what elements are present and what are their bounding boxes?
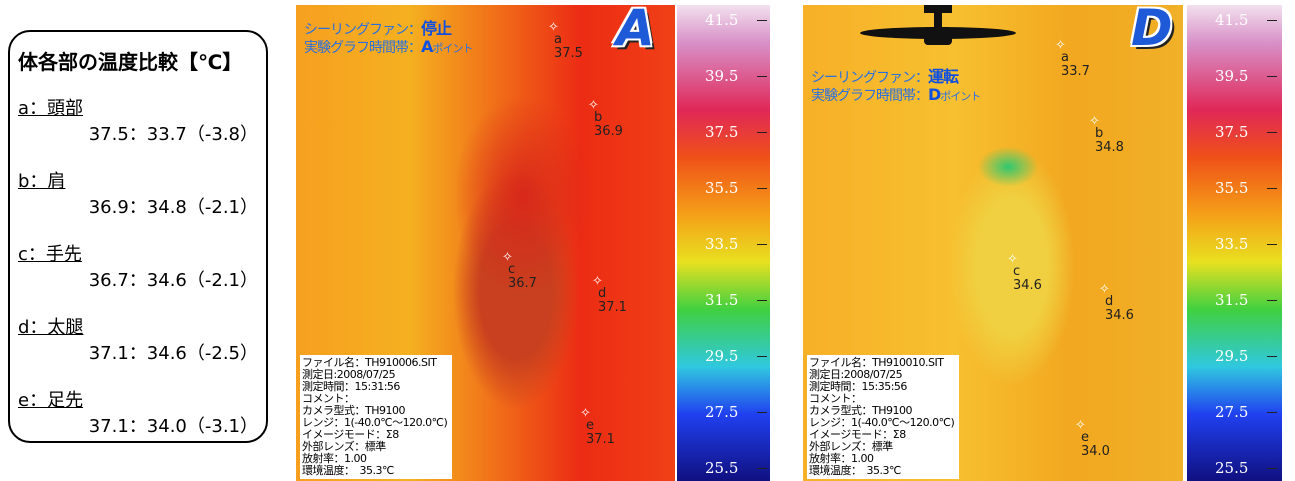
scale-tick bbox=[757, 468, 767, 469]
row-values: 37.1：34.6（-2.5） bbox=[89, 339, 258, 365]
point-value: 36.7 bbox=[508, 277, 537, 290]
period-point: D bbox=[928, 85, 940, 104]
scale-label: 39.5 bbox=[1215, 67, 1248, 85]
point-letter: e bbox=[586, 419, 594, 432]
panel-letter: A bbox=[616, 5, 655, 57]
scale-label: 35.5 bbox=[1215, 179, 1248, 197]
scale-tick bbox=[757, 244, 767, 245]
period-point: A bbox=[421, 37, 432, 56]
period-suffix: ポイント bbox=[940, 90, 980, 103]
scale-tick bbox=[757, 132, 767, 133]
scale-label: 29.5 bbox=[705, 347, 738, 365]
fan-label: シーリングファン： bbox=[304, 22, 421, 38]
scale-tick bbox=[1267, 20, 1277, 21]
scale-tick bbox=[1267, 468, 1277, 469]
point-letter: d bbox=[598, 287, 606, 300]
period-label: 実験グラフ時間帯： bbox=[811, 88, 928, 104]
info-line: 環境温度： 35.3℃ bbox=[809, 465, 957, 477]
scale-label: 31.5 bbox=[705, 291, 738, 309]
scale-tick bbox=[757, 76, 767, 77]
scale-label: 25.5 bbox=[1215, 459, 1248, 477]
point-value: 34.6 bbox=[1105, 309, 1134, 322]
point-value: 37.1 bbox=[598, 301, 627, 314]
scale-tick bbox=[1267, 300, 1277, 301]
row-values: 36.7：34.6（-2.1） bbox=[89, 266, 258, 292]
scale-label: 35.5 bbox=[705, 179, 738, 197]
point-value: 34.0 bbox=[1081, 445, 1110, 458]
point-value: 33.7 bbox=[1061, 65, 1090, 78]
row-values: 36.9：34.8（-2.1） bbox=[89, 193, 258, 219]
scale-tick bbox=[757, 412, 767, 413]
scale-label: 31.5 bbox=[1215, 291, 1248, 309]
row-values: 37.5：33.7（-3.8） bbox=[89, 120, 258, 146]
point-letter: a bbox=[554, 33, 562, 46]
scale-label: 39.5 bbox=[705, 67, 738, 85]
ceiling-fan-icon bbox=[858, 5, 1018, 50]
fan-status: 運転 bbox=[928, 67, 958, 86]
period-suffix: ポイント bbox=[432, 42, 472, 55]
point-value: 37.5 bbox=[554, 47, 583, 60]
scale-label: 41.5 bbox=[705, 11, 738, 29]
scale-label: 33.5 bbox=[705, 235, 738, 253]
row-label: e：足先 bbox=[18, 386, 83, 412]
period-label: 実験グラフ時間帯： bbox=[304, 40, 421, 56]
point-letter: b bbox=[1095, 127, 1103, 140]
scale-label: 37.5 bbox=[1215, 123, 1248, 141]
point-letter: a bbox=[1061, 51, 1069, 64]
point-value: 36.9 bbox=[594, 125, 623, 138]
scale-tick bbox=[757, 188, 767, 189]
scale-tick bbox=[1267, 412, 1277, 413]
fan-status-line: シーリングファン：運転 bbox=[811, 63, 958, 87]
scale-tick bbox=[757, 300, 767, 301]
scale-tick bbox=[1267, 76, 1277, 77]
fan-label: シーリングファン： bbox=[811, 70, 928, 86]
fan-status-line: シーリングファン：停止 bbox=[304, 15, 451, 39]
scale-tick bbox=[1267, 132, 1277, 133]
row-label: c：手先 bbox=[18, 240, 82, 266]
point-value: 34.8 bbox=[1095, 141, 1124, 154]
period-line: 実験グラフ時間帯：Aポイント bbox=[304, 37, 472, 57]
period-line: 実験グラフ時間帯：Dポイント bbox=[811, 85, 980, 105]
row-values: 37.1：34.0（-3.1） bbox=[89, 412, 258, 438]
fan-status: 停止 bbox=[421, 19, 451, 38]
color-scale: 41.5 39.5 37.5 35.5 33.5 31.5 29.5 27.5 25.5 bbox=[1187, 5, 1282, 481]
scale-tick bbox=[757, 356, 767, 357]
scale-label: 37.5 bbox=[705, 123, 738, 141]
scale-label: 29.5 bbox=[1215, 347, 1248, 365]
row-label: b：肩 bbox=[18, 167, 65, 193]
info-line: 環境温度： 35.3℃ bbox=[302, 465, 450, 477]
scale-tick bbox=[1267, 244, 1277, 245]
point-letter: c bbox=[508, 263, 515, 276]
page: シーリングファン：運転実験グラフ時間帯：DポイントD✧a33.7✧b34.8✧c… bbox=[0, 0, 1295, 481]
panel-letter: D bbox=[1131, 5, 1173, 57]
point-value: 34.6 bbox=[1013, 279, 1042, 292]
color-scale: 41.5 39.5 37.5 35.5 33.5 31.5 29.5 27.5 25.5 bbox=[677, 5, 770, 481]
scale-label: 25.5 bbox=[705, 459, 738, 477]
scale-label: 27.5 bbox=[705, 403, 738, 421]
row-label: d：太腿 bbox=[18, 313, 83, 339]
point-value: 37.1 bbox=[586, 433, 615, 446]
point-letter: c bbox=[1013, 265, 1020, 278]
summary-title: 体各部の温度比較【℃】 bbox=[18, 46, 242, 75]
point-letter: d bbox=[1105, 295, 1113, 308]
point-letter: b bbox=[594, 111, 602, 124]
scale-tick bbox=[1267, 188, 1277, 189]
scale-tick bbox=[1267, 356, 1277, 357]
summary-box: 体各部の温度比較【℃】 a：頭部37.5：33.7（-3.8） b：肩 36.9：3… bbox=[8, 30, 268, 443]
scale-label: 41.5 bbox=[1215, 11, 1248, 29]
scale-tick bbox=[757, 20, 767, 21]
row-label: a：頭部 bbox=[18, 94, 83, 120]
point-letter: e bbox=[1081, 431, 1089, 444]
scale-label: 33.5 bbox=[1215, 235, 1248, 253]
scale-label: 27.5 bbox=[1215, 403, 1248, 421]
